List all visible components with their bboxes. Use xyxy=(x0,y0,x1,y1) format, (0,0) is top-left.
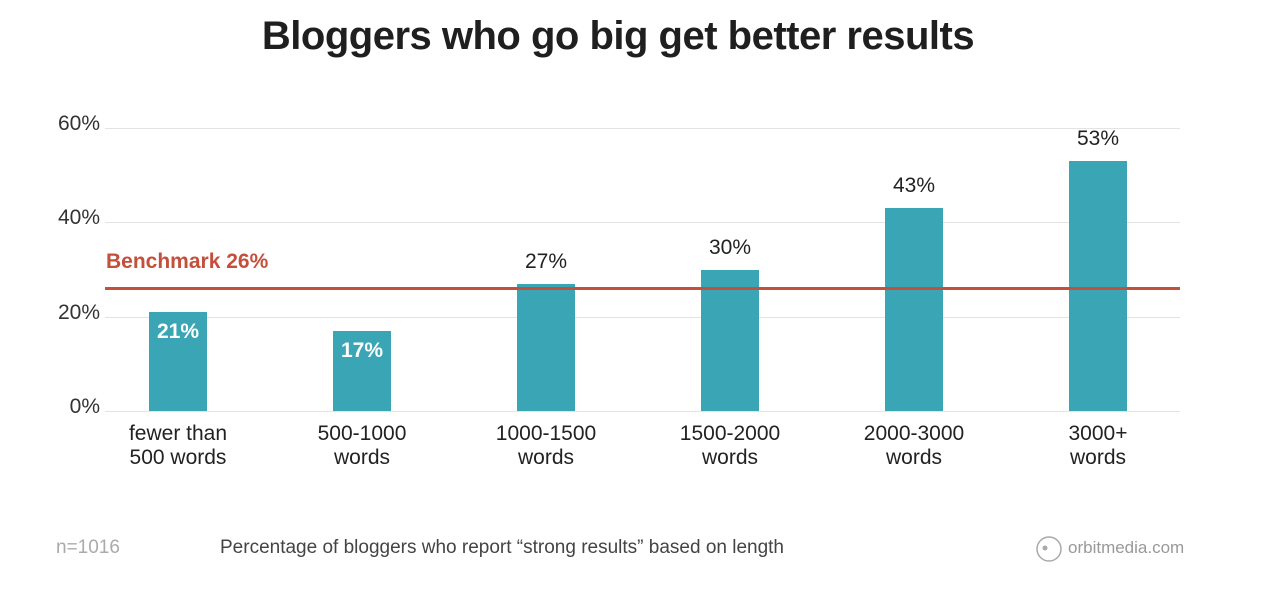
x-tick-label: 1000-1500 words xyxy=(495,422,597,469)
bar xyxy=(517,283,575,411)
sample-size: n=1016 xyxy=(56,537,120,558)
data-label: 43% xyxy=(892,174,936,198)
source: orbitmedia.com xyxy=(1068,538,1185,557)
x-tick-label: fewer than 500 words xyxy=(128,422,228,469)
grid-line xyxy=(105,128,1180,129)
x-tick-label: 500-1000 words xyxy=(317,422,407,469)
y-tick-label: 60% xyxy=(57,112,100,135)
data-label: 27% xyxy=(524,249,568,273)
caption: Percentage of bloggers who report “stron… xyxy=(220,537,784,558)
y-tick-label: 20% xyxy=(57,300,100,324)
bar xyxy=(1069,161,1127,411)
y-tick-label: 40% xyxy=(57,206,100,230)
grid-line xyxy=(105,316,1180,318)
benchmark-line xyxy=(105,287,1180,291)
benchmark-label: Benchmark 26% xyxy=(106,250,269,274)
bar xyxy=(333,330,391,411)
bar xyxy=(885,208,943,411)
bar xyxy=(701,269,759,411)
data-label: 53% xyxy=(1076,127,1120,151)
x-tick-label: 3000+ words xyxy=(1068,422,1128,469)
bar xyxy=(149,311,207,411)
chart-title: Bloggers who go big get better results xyxy=(261,14,975,58)
data-label: 21% xyxy=(156,319,200,343)
data-label: 30% xyxy=(708,235,752,259)
y-tick-label: 0% xyxy=(69,395,100,418)
x-tick-label: 2000-3000 words xyxy=(863,422,965,469)
data-label: 17% xyxy=(340,338,384,362)
logo-icon xyxy=(1036,536,1062,562)
x-tick-label: 1500-2000 words xyxy=(679,422,781,469)
grid-line xyxy=(105,222,1180,224)
grid-line xyxy=(105,411,1180,412)
